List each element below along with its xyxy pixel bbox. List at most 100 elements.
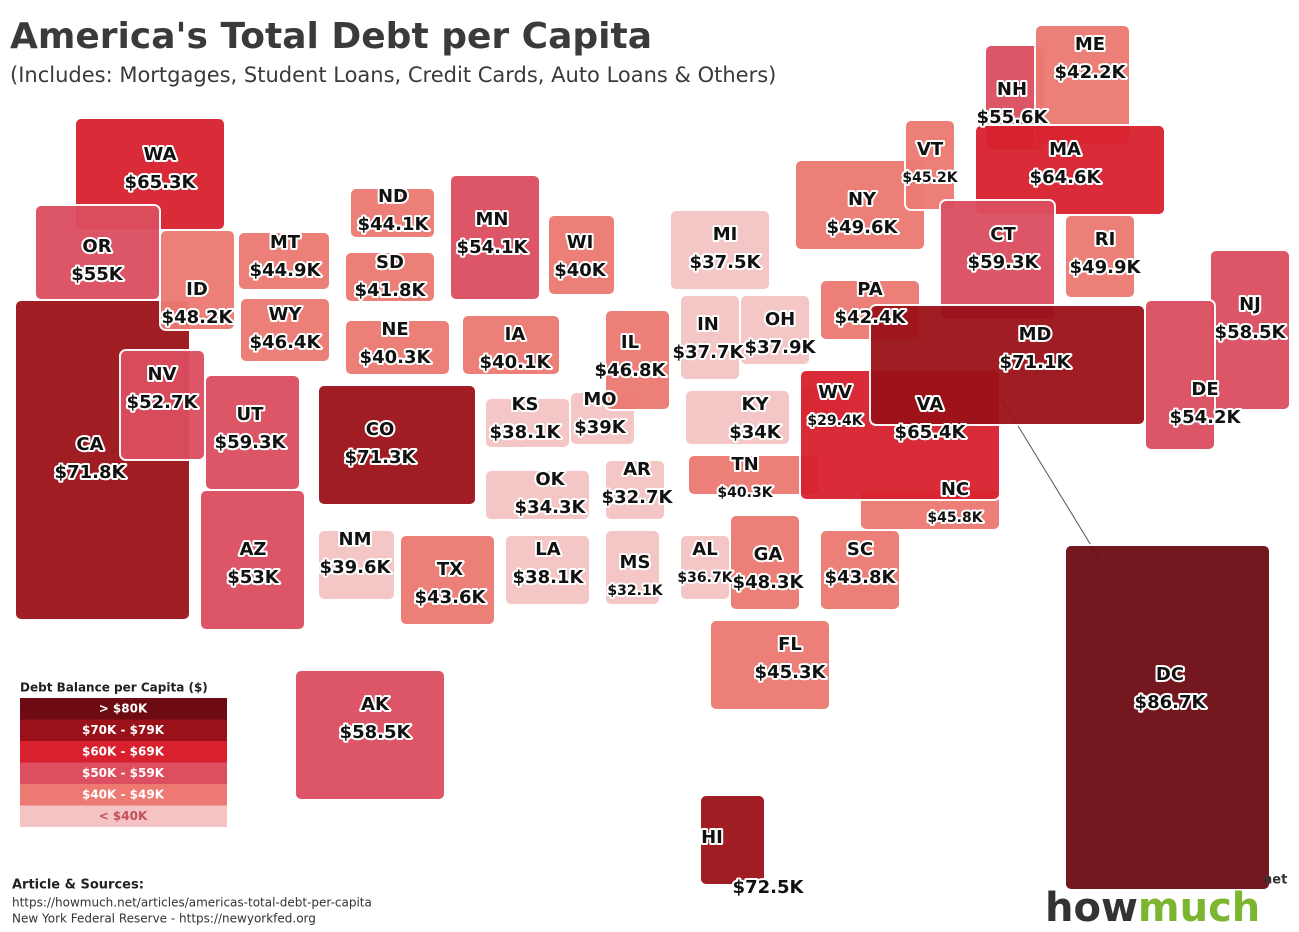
state-abbr: ND bbox=[378, 186, 408, 207]
state-value: $54.2K bbox=[1170, 407, 1242, 428]
title: America's Total Debt per Capita bbox=[10, 16, 652, 57]
state-value: $46.4K bbox=[250, 332, 322, 353]
state-shape bbox=[604, 309, 671, 411]
legend-label: < $40K bbox=[99, 809, 148, 823]
state-abbr: RI bbox=[1095, 229, 1116, 250]
state-abbr: CO bbox=[366, 419, 395, 440]
state-abbr: OH bbox=[765, 309, 795, 330]
state-value: $53K bbox=[227, 567, 280, 588]
state-abbr: KY bbox=[742, 394, 770, 415]
state-abbr: ID bbox=[186, 279, 208, 300]
state-shape bbox=[547, 214, 616, 296]
state-abbr: MT bbox=[270, 232, 301, 253]
state-value: $49.6K bbox=[827, 217, 899, 238]
state-labels: WA $65.3K OR $55K CA $71.8K ID $48.2K NV $52.7K UT… bbox=[53, 32, 1289, 900]
state-value: $29.4K bbox=[807, 413, 863, 429]
state-value: $49.9K bbox=[1070, 257, 1142, 278]
state-value: $43.8K bbox=[825, 567, 897, 588]
state-value: $34.3K bbox=[515, 497, 587, 518]
state-abbr: UT bbox=[237, 404, 265, 425]
state-shape bbox=[684, 389, 791, 446]
state-abbr: WV bbox=[818, 382, 852, 403]
state-abbr: MA bbox=[1049, 139, 1081, 160]
state-shape bbox=[484, 469, 591, 521]
state-value: $40.3K bbox=[717, 485, 773, 501]
state-shape bbox=[344, 319, 451, 376]
state-value: $43.6K bbox=[415, 587, 487, 608]
state-value: $71.8K bbox=[55, 462, 127, 483]
state-abbr: PA bbox=[857, 279, 883, 300]
state-abbr: GA bbox=[754, 544, 783, 565]
state-value: $59.3K bbox=[968, 252, 1040, 273]
legend-label: > $80K bbox=[99, 702, 148, 716]
state-value: $42.2K bbox=[1055, 62, 1127, 83]
state-value: $72.5K bbox=[733, 877, 805, 898]
state-abbr: LA bbox=[535, 539, 560, 560]
state-value: $86.7K bbox=[1135, 692, 1207, 713]
state-value: $45.2K bbox=[902, 170, 958, 186]
state-value: $71.3K bbox=[345, 447, 417, 468]
state-shape bbox=[159, 229, 236, 331]
state-value: $40.1K bbox=[480, 352, 552, 373]
legend-label: $50K - $59K bbox=[82, 766, 165, 780]
logo-how: how bbox=[1045, 885, 1138, 931]
state-value: $32.7K bbox=[602, 487, 674, 508]
state-value: $39.6K bbox=[320, 557, 392, 578]
legend-swatch bbox=[20, 784, 227, 806]
subtitle: (Includes: Mortgages, Student Loans, Cre… bbox=[10, 63, 776, 87]
legend: > $80K $70K - $79K $60K - $69K $50K - $59K $… bbox=[20, 698, 227, 827]
state-shape bbox=[604, 459, 666, 521]
state-value: $37.5K bbox=[690, 252, 762, 273]
state-shape bbox=[604, 529, 661, 606]
state-value: $65.3K bbox=[125, 172, 197, 193]
logo: howmuch bbox=[1045, 885, 1260, 931]
state-shape bbox=[199, 489, 306, 631]
state-shape bbox=[237, 231, 331, 291]
state-abbr: AR bbox=[623, 459, 651, 480]
state-abbr: NH bbox=[997, 79, 1027, 100]
state-shape bbox=[349, 187, 436, 239]
state-abbr: OK bbox=[535, 469, 565, 490]
state-abbr: AZ bbox=[240, 539, 267, 560]
state-shape bbox=[904, 119, 956, 211]
state-shape bbox=[239, 297, 331, 363]
state-value: $37.7K bbox=[673, 342, 745, 363]
state-shape bbox=[709, 619, 831, 711]
state-value: $52.7K bbox=[127, 392, 199, 413]
state-value: $45.3K bbox=[755, 662, 827, 683]
state-shape bbox=[1064, 214, 1136, 299]
state-shape bbox=[739, 294, 811, 366]
state-value: $55K bbox=[71, 264, 124, 285]
state-abbr: VT bbox=[917, 139, 944, 160]
state-value: $54.1K bbox=[457, 237, 529, 258]
state-abbr: NJ bbox=[1239, 294, 1261, 315]
state-value: $46.8K bbox=[595, 360, 667, 381]
state-abbr: IN bbox=[697, 314, 719, 335]
legend-swatch bbox=[20, 762, 227, 784]
state-shape bbox=[729, 514, 801, 611]
state-abbr: SC bbox=[847, 539, 873, 560]
state-shape bbox=[317, 384, 477, 506]
state-shape bbox=[869, 304, 1146, 426]
state-abbr: AL bbox=[692, 539, 717, 560]
state-shape bbox=[344, 251, 436, 303]
state-abbr: MI bbox=[713, 224, 738, 245]
state-abbr: FL bbox=[778, 634, 802, 655]
state-value: $64.6K bbox=[1030, 167, 1102, 188]
legend-label: $40K - $49K bbox=[82, 788, 165, 802]
state-abbr: IA bbox=[505, 324, 526, 345]
state-shape bbox=[399, 534, 496, 626]
logo-much: much bbox=[1138, 885, 1260, 931]
state-value: $48.3K bbox=[733, 572, 805, 593]
legend-swatch bbox=[20, 741, 227, 763]
state-shape bbox=[1064, 544, 1271, 891]
state-value: $55.6K bbox=[977, 107, 1049, 128]
state-value: $59.3K bbox=[215, 432, 287, 453]
state-abbr: NY bbox=[848, 189, 877, 210]
state-abbr: CA bbox=[76, 434, 103, 455]
state-value: $71.1K bbox=[1000, 352, 1072, 373]
state-abbr: WI bbox=[567, 232, 594, 253]
state-value: $34K bbox=[729, 422, 782, 443]
state-shape bbox=[679, 294, 741, 381]
